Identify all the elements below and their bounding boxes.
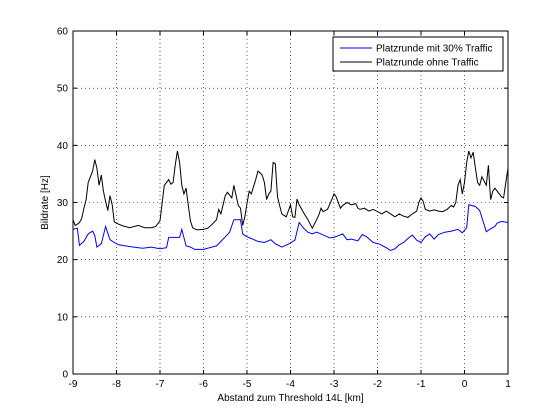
y-tick-label: 30 [57,198,69,209]
y-axis-ticks: 0 10 20 30 40 50 60 [57,27,508,381]
x-tick-label: -8 [112,379,121,390]
y-tick-label: 10 [57,312,69,323]
legend: Platzrunde mit 30% Traffic Platzrunde oh… [332,36,504,72]
x-tick-label: -7 [156,379,165,390]
y-tick-label: 60 [57,27,69,38]
x-tick-label: 1 [505,379,511,390]
series-line-1 [72,204,509,252]
y-tick-label: 20 [57,255,69,266]
x-tick-label: -1 [417,379,426,390]
y-tick-label: 0 [62,370,68,381]
x-tick-label: -4 [286,379,295,390]
legend-label-series-1: Platzrunde mit 30% Traffic [376,44,493,55]
y-axis-label: Bildrate [Hz] [40,175,51,230]
legend-label-series-2: Platzrunde ohne Traffic [376,58,479,69]
x-axis-ticks: -9 -8 -7 -6 -5 -4 -3 -2 -1 0 1 [69,31,511,390]
plot-area [73,31,508,374]
legend-box [332,36,504,72]
y-tick-label: 50 [57,84,69,95]
x-tick-label: -2 [373,379,382,390]
series-lines [72,150,509,252]
x-tick-label: -3 [330,379,339,390]
x-tick-label: -5 [243,379,252,390]
y-tick-label: 40 [57,141,69,152]
series-line-2 [72,150,509,231]
grid [73,31,508,374]
x-tick-label: 0 [462,379,468,390]
x-tick-label: -9 [69,379,78,390]
x-tick-label: -6 [199,379,208,390]
x-axis-label: Abstand zum Threshold 14L [km] [217,393,363,404]
